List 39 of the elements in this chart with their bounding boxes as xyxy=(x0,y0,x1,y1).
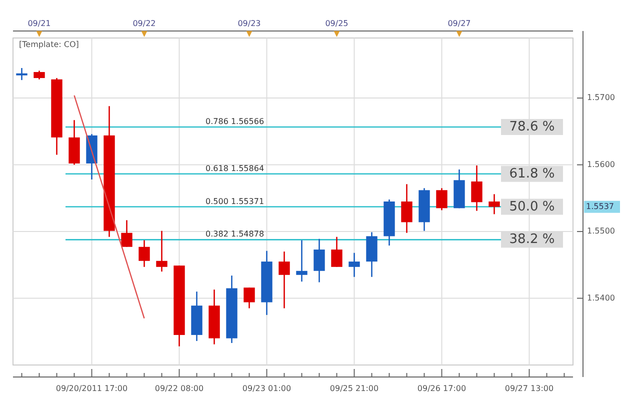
candlestick xyxy=(278,250,290,309)
annotation: 50.0 % xyxy=(509,199,555,214)
x-tick-label: 09/25 21:00 xyxy=(330,384,379,393)
candlestick xyxy=(138,240,150,268)
text: 09/22 xyxy=(132,19,156,28)
y-tick-label: 1.5600 xyxy=(587,160,615,169)
candlestick xyxy=(488,194,500,215)
annotation: 38.2 % xyxy=(509,232,555,248)
text: 09/25 xyxy=(325,19,348,28)
candlestick xyxy=(16,67,28,81)
candlestick xyxy=(436,188,448,211)
ref-line-label: 0.786 1.56566 xyxy=(206,117,264,126)
ref-line-label: 0.618 1.55864 xyxy=(206,164,264,173)
y-tick-label: 1.5500 xyxy=(587,226,615,236)
candlestick xyxy=(401,184,412,234)
candlestick xyxy=(314,238,325,283)
candlestick xyxy=(348,252,360,278)
x-tick-label: 09/23 01:00 xyxy=(242,384,292,393)
candlestick xyxy=(471,164,482,212)
ref-line-label: 0.382 1.54878 xyxy=(206,230,264,239)
text: 09/27 xyxy=(448,19,471,28)
candlestick xyxy=(156,230,168,272)
text: 09/21 xyxy=(28,19,51,28)
candlestick xyxy=(331,236,342,268)
text: 1.5537 xyxy=(586,202,614,212)
y-tick-label: 1.5700 xyxy=(587,93,615,102)
text: 09/23 xyxy=(238,19,261,28)
candlestick xyxy=(296,240,308,282)
annotation: 61.8 % xyxy=(509,166,555,182)
ref-line-label: 0.500 1.55371 xyxy=(206,196,264,206)
annotation: [Template: CO] xyxy=(19,40,79,49)
annotation: 78.6 % xyxy=(509,120,555,135)
y-tick-label: 1.5400 xyxy=(587,293,615,302)
x-tick-label: 09/20/2011 17:00 xyxy=(56,384,128,393)
candlestick xyxy=(121,220,132,248)
x-tick-label: 09/26 17:00 xyxy=(417,384,466,393)
x-tick-label: 09/22 08:00 xyxy=(154,384,204,393)
x-tick-label: 09/27 13:00 xyxy=(504,384,554,393)
candlestick xyxy=(244,286,255,309)
